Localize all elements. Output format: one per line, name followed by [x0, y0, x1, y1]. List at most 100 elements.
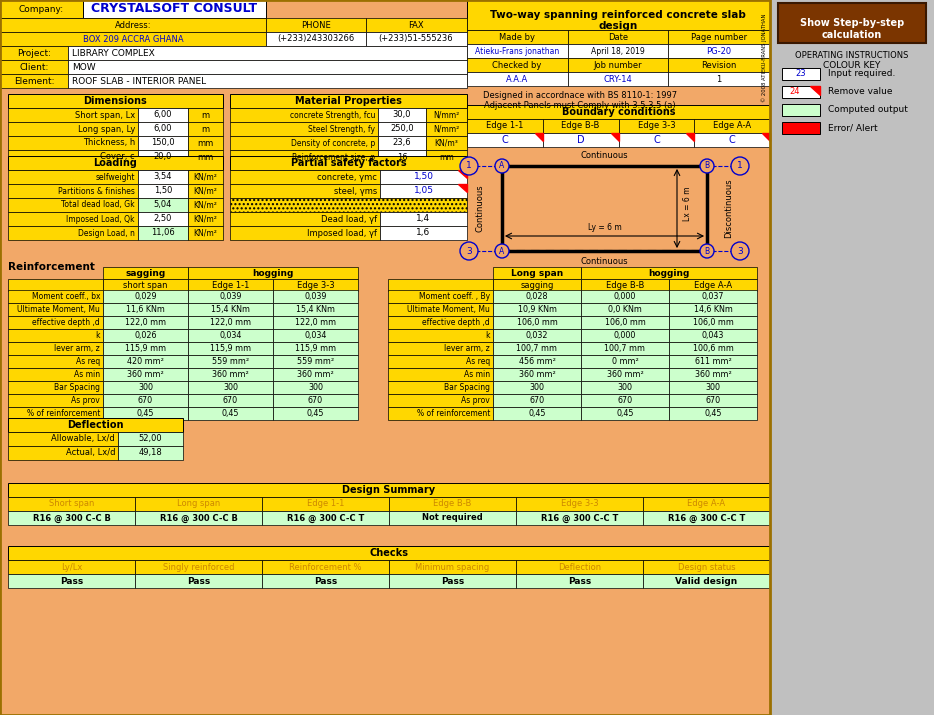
Bar: [467, 30, 568, 44]
Text: Ultimate Moment, Mu: Ultimate Moment, Mu: [407, 305, 490, 314]
Text: Checked by: Checked by: [492, 61, 542, 69]
Text: 0,028: 0,028: [526, 292, 548, 301]
Bar: [668, 44, 770, 58]
Bar: [273, 381, 358, 394]
Bar: [770, 0, 934, 715]
Polygon shape: [458, 170, 467, 178]
Bar: [581, 267, 757, 279]
Text: Edge A-A: Edge A-A: [694, 280, 732, 290]
Text: PHONE: PHONE: [301, 21, 331, 29]
Text: 0 mm²: 0 mm²: [612, 357, 638, 366]
Bar: [188, 368, 273, 381]
Bar: [188, 184, 223, 198]
Bar: [103, 267, 188, 279]
Bar: [273, 368, 358, 381]
Text: design: design: [599, 21, 638, 31]
Bar: [118, 446, 183, 460]
Text: 300: 300: [530, 383, 545, 392]
Text: Edge A-A: Edge A-A: [687, 500, 726, 508]
Bar: [467, 58, 568, 72]
Bar: [188, 108, 223, 122]
Bar: [380, 184, 467, 198]
Bar: [138, 184, 188, 198]
Text: lever arm, z: lever arm, z: [445, 344, 490, 353]
Text: lever arm, z: lever arm, z: [54, 344, 100, 353]
Bar: [230, 122, 378, 136]
Bar: [8, 394, 103, 407]
Text: 15,4 KNm: 15,4 KNm: [296, 305, 335, 314]
Text: 456 mm²: 456 mm²: [518, 357, 556, 366]
Bar: [68, 46, 467, 60]
Bar: [103, 342, 188, 355]
Text: 300: 300: [308, 383, 323, 392]
Text: As req: As req: [76, 357, 100, 366]
Text: FAX: FAX: [408, 21, 424, 29]
Bar: [694, 133, 770, 147]
Bar: [426, 136, 467, 150]
Bar: [770, 0, 934, 715]
Text: 100,6 mm: 100,6 mm: [693, 344, 733, 353]
Bar: [118, 432, 183, 446]
Text: 15,4 KNm: 15,4 KNm: [211, 305, 250, 314]
Text: Edge 3-3: Edge 3-3: [638, 122, 675, 131]
Text: 23: 23: [796, 69, 806, 79]
Text: 30,0: 30,0: [393, 111, 411, 119]
Bar: [467, 119, 543, 133]
Bar: [262, 574, 389, 588]
Text: R16 @ 300 C-C T: R16 @ 300 C-C T: [541, 513, 618, 523]
Text: (+233)243303266: (+233)243303266: [277, 34, 355, 44]
Bar: [493, 342, 581, 355]
Bar: [138, 136, 188, 150]
Text: 52,00: 52,00: [138, 435, 163, 443]
Text: Imposed load, γf: Imposed load, γf: [307, 229, 377, 237]
Bar: [266, 18, 366, 32]
Text: % of reinforcement: % of reinforcement: [27, 409, 100, 418]
Bar: [581, 407, 669, 420]
Text: Bar Spacing: Bar Spacing: [444, 383, 490, 392]
Bar: [380, 226, 467, 240]
Text: Long span, Ly: Long span, Ly: [78, 124, 135, 134]
Bar: [8, 170, 138, 184]
Bar: [138, 122, 188, 136]
Text: 670: 670: [223, 396, 238, 405]
Text: Design Summary: Design Summary: [343, 485, 435, 495]
Text: B: B: [704, 162, 710, 170]
Bar: [0, 74, 68, 88]
Bar: [68, 74, 467, 88]
Bar: [188, 279, 273, 291]
Bar: [83, 0, 266, 18]
Text: D: D: [577, 135, 585, 145]
Text: Allowable, Lx/d: Allowable, Lx/d: [51, 435, 115, 443]
Bar: [493, 303, 581, 316]
Text: Reinforcement size, φ: Reinforcement size, φ: [291, 152, 375, 162]
Bar: [188, 198, 223, 212]
Bar: [516, 497, 643, 511]
Bar: [581, 303, 669, 316]
Text: Continuous: Continuous: [581, 152, 629, 160]
Text: Deflection: Deflection: [558, 563, 601, 571]
Bar: [493, 381, 581, 394]
Text: Edge A-A: Edge A-A: [713, 122, 751, 131]
Bar: [262, 560, 389, 574]
Bar: [366, 32, 467, 46]
Text: R16 @ 300 C-C T: R16 @ 300 C-C T: [287, 513, 364, 523]
Bar: [138, 150, 188, 164]
Bar: [581, 381, 669, 394]
Text: C: C: [653, 135, 659, 145]
Text: 300: 300: [617, 383, 632, 392]
Text: Partial safety factors: Partial safety factors: [290, 158, 406, 168]
Text: 0,45: 0,45: [306, 409, 324, 418]
Text: 0,039: 0,039: [304, 292, 327, 301]
Bar: [188, 150, 223, 164]
Bar: [380, 212, 467, 226]
Bar: [669, 342, 757, 355]
Text: m: m: [202, 111, 209, 119]
Bar: [8, 368, 103, 381]
Text: 670: 670: [617, 396, 632, 405]
Bar: [388, 279, 493, 291]
Text: Dimensions: Dimensions: [84, 96, 148, 106]
Text: Pass: Pass: [187, 576, 210, 586]
Bar: [493, 279, 581, 291]
Text: 115,9 mm: 115,9 mm: [210, 344, 251, 353]
Text: April 18, 2019: April 18, 2019: [591, 46, 644, 56]
